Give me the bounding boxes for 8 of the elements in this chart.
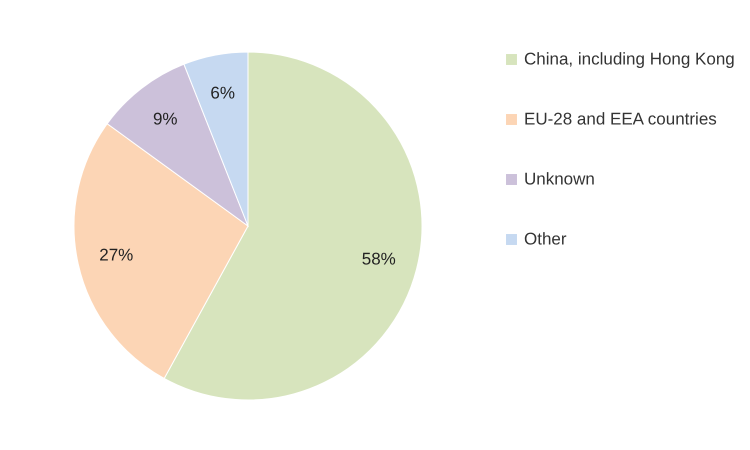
data-label: 27%	[99, 245, 134, 264]
legend-label: China, including Hong Kong	[524, 50, 735, 68]
data-label: 9%	[152, 109, 178, 128]
data-label: 58%	[362, 250, 396, 269]
legend-label: Other	[524, 230, 567, 248]
legend-label: Unknown	[524, 170, 595, 188]
legend-label: EU-28 and EEA countries	[524, 110, 717, 128]
data-label: 6%	[210, 83, 235, 102]
